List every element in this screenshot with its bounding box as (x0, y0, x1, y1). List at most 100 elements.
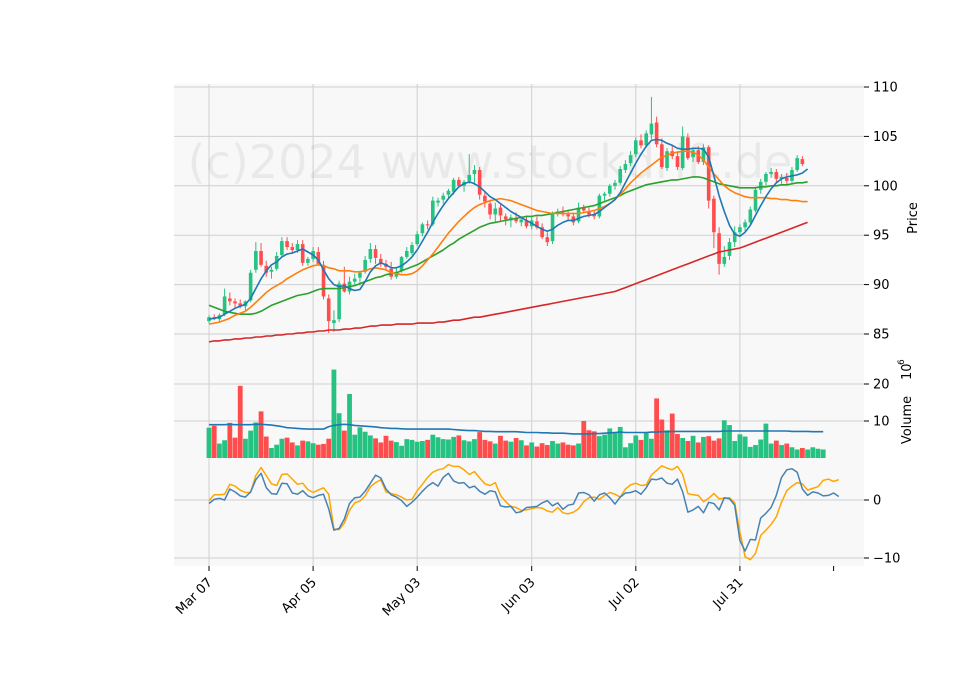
candle-up (758, 181, 763, 190)
volume-bar (596, 436, 602, 458)
volume-axis-tick-label: 10 (873, 415, 890, 430)
x-axis-tick-label: Jul 31 (710, 575, 747, 612)
candle-up (441, 195, 446, 200)
candle-up (254, 251, 258, 270)
volume-bar (305, 441, 311, 458)
candle-down (425, 224, 430, 226)
candle-up (410, 245, 414, 253)
volume-bar (555, 443, 561, 458)
volume-bar (399, 445, 404, 458)
candle-up (727, 242, 732, 256)
candle-down (524, 220, 529, 227)
volume-bar (362, 431, 368, 458)
candle-down (566, 214, 570, 217)
candle-down (378, 258, 383, 263)
candle-down (477, 169, 482, 195)
volume-bar (518, 440, 524, 458)
candle-up (280, 241, 284, 255)
volume-bar (310, 443, 316, 458)
volume-bar (404, 439, 410, 458)
candle-down (675, 156, 680, 168)
candle-up (436, 200, 440, 203)
volume-bar (466, 441, 472, 458)
volume-bar (753, 445, 758, 458)
candle-down (654, 122, 659, 145)
volume-bar (378, 442, 384, 458)
candle-down (488, 203, 492, 215)
volume-bar (701, 436, 706, 458)
candle-down (514, 218, 518, 222)
volume-bar (321, 443, 326, 458)
candle-up (358, 272, 362, 278)
volume-bar (539, 443, 545, 458)
volume-bar (805, 449, 810, 458)
macd-axis-tick-label: −10 (873, 552, 900, 567)
volume-bar (326, 438, 332, 458)
candle-down (457, 179, 461, 186)
candle-up (368, 249, 373, 259)
candle-down (717, 233, 721, 264)
volume-bar (217, 443, 222, 458)
volume-bar (492, 443, 498, 458)
candle-up (764, 173, 768, 182)
price-axis-tick-label: 85 (873, 328, 890, 343)
candle-up (779, 176, 784, 179)
candle-up (399, 256, 404, 271)
candle-up (738, 227, 742, 233)
volume-bar (664, 430, 670, 458)
candle-up (748, 209, 753, 223)
candle-up (493, 208, 498, 215)
candle-down (774, 171, 779, 179)
candle-down (587, 211, 591, 215)
volume-bar (451, 436, 457, 458)
grid (174, 84, 864, 566)
candle-up (295, 244, 300, 251)
candle-down (706, 147, 711, 201)
ma-mid-line (208, 150, 808, 325)
volume-bar (680, 438, 686, 458)
volume-bar (695, 442, 701, 458)
volume-bar (367, 435, 373, 458)
volume-bar (513, 438, 519, 458)
volume-bar (763, 423, 769, 458)
volume-bar (409, 439, 415, 458)
volume-bar (300, 440, 306, 458)
x-axis-tick-label: Apr 05 (279, 575, 320, 616)
candle-up (431, 200, 435, 225)
candle-down (592, 214, 596, 217)
candle-up (665, 151, 669, 169)
volume-bar (779, 445, 784, 458)
candle-down (639, 140, 643, 146)
candle-up (634, 140, 638, 155)
ma-long-line (208, 221, 808, 343)
candle-down (300, 244, 305, 263)
volume-bar (237, 385, 243, 458)
volume-bar (248, 430, 254, 458)
candle-up (472, 169, 477, 174)
candle-up (769, 171, 773, 174)
candle-down (712, 198, 716, 233)
volume-bar (727, 425, 732, 458)
candle-down (326, 298, 331, 322)
price-axis-tick-label: 95 (873, 229, 890, 244)
candle-down (321, 264, 326, 297)
volume-bar (747, 446, 753, 458)
candle-up (623, 164, 628, 170)
volume-bar (258, 411, 264, 458)
volume-bar (352, 434, 358, 458)
candle-down (503, 216, 508, 220)
volume-bar (383, 435, 389, 458)
volume-bar (440, 439, 446, 458)
x-axis-tick-label: May 03 (380, 575, 424, 619)
volume-bar (425, 439, 431, 458)
volume-bar (565, 444, 571, 458)
volume-bar (690, 435, 696, 458)
volume-bar (393, 442, 399, 458)
volume-bar (602, 434, 607, 458)
volume-ma-line (209, 423, 824, 435)
volume-bar (477, 432, 483, 458)
price-series (207, 96, 809, 343)
candle-up (415, 234, 419, 245)
